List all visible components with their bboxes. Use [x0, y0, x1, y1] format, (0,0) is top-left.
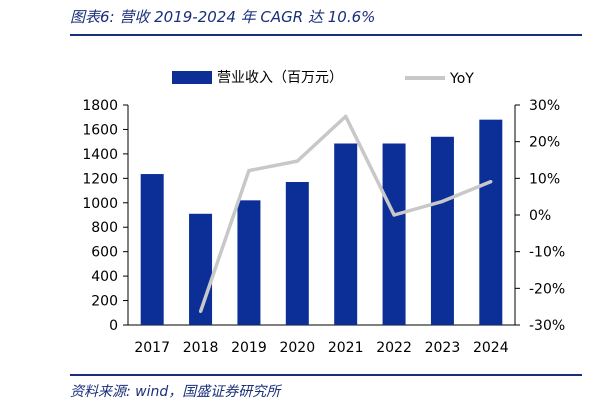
right-tick-label: -10%	[529, 245, 565, 261]
yoy-point	[344, 114, 348, 118]
chart-title: 图表6: 营收 2019-2024 年 CAGR 达 10.6%	[70, 8, 376, 26]
right-tick-label: 0%	[529, 208, 551, 224]
x-tick-label: 2024	[473, 340, 509, 356]
revenue-bar	[479, 119, 503, 326]
right-tick-label: -30%	[529, 318, 565, 334]
left-tick-label: 0	[109, 318, 118, 334]
right-tick-label: 30%	[529, 98, 560, 114]
revenue-bar	[140, 174, 164, 325]
title-rule	[70, 34, 582, 36]
left-tick-label: 600	[91, 245, 118, 261]
yoy-point	[440, 199, 445, 204]
revenue-bar	[237, 200, 261, 325]
revenue-bar	[334, 143, 358, 325]
yoy-point	[198, 309, 203, 314]
left-tick-label: 200	[91, 294, 118, 310]
x-tick-label: 2018	[183, 340, 219, 356]
left-tick-label: 1000	[82, 196, 118, 212]
left-tick-label: 400	[91, 269, 118, 285]
legend-bar-label: 营业收入（百万元）	[217, 70, 343, 86]
x-tick-label: 2019	[231, 340, 267, 356]
left-tick-label: 1600	[82, 122, 118, 138]
revenue-bar	[430, 136, 454, 325]
legend-bar-swatch	[172, 71, 212, 84]
source-note: 资料来源: wind，国盛证券研究所	[70, 384, 281, 400]
revenue-bar	[382, 143, 406, 325]
legend-line-label: YoY	[449, 71, 474, 87]
yoy-point	[295, 159, 299, 163]
x-axis-ticks: 2017 2018 2019 2020 2021 2022 2023 2024	[134, 340, 508, 356]
bars	[140, 119, 503, 326]
x-tick-label: 2023	[425, 340, 461, 356]
x-tick-label: 2022	[376, 340, 412, 356]
legend: 营业收入（百万元） YoY	[172, 70, 474, 87]
right-tick-label: -20%	[529, 281, 565, 297]
revenue-bar	[285, 182, 309, 325]
yoy-line-layer	[198, 114, 493, 314]
left-tick-label: 1800	[82, 98, 118, 114]
right-tick-label: 10%	[529, 171, 560, 187]
x-tick-label: 2017	[134, 340, 170, 356]
left-tick-label: 1200	[82, 171, 118, 187]
left-tick-label: 1400	[82, 147, 118, 163]
x-tick-label: 2020	[279, 340, 315, 356]
yoy-point	[489, 180, 493, 184]
left-tick-label: 800	[91, 220, 118, 236]
yoy-point	[247, 169, 251, 173]
left-axis-ticks: 0 200 400 600 800 1000 1200 1400 1600 1800	[82, 98, 128, 334]
right-axis-ticks: -30% -20% -10% 0% 10% 20% 30%	[515, 98, 565, 334]
source-rule	[70, 374, 582, 376]
yoy-point	[392, 213, 396, 217]
right-tick-label: 20%	[529, 135, 560, 151]
x-tick-label: 2021	[328, 340, 364, 356]
